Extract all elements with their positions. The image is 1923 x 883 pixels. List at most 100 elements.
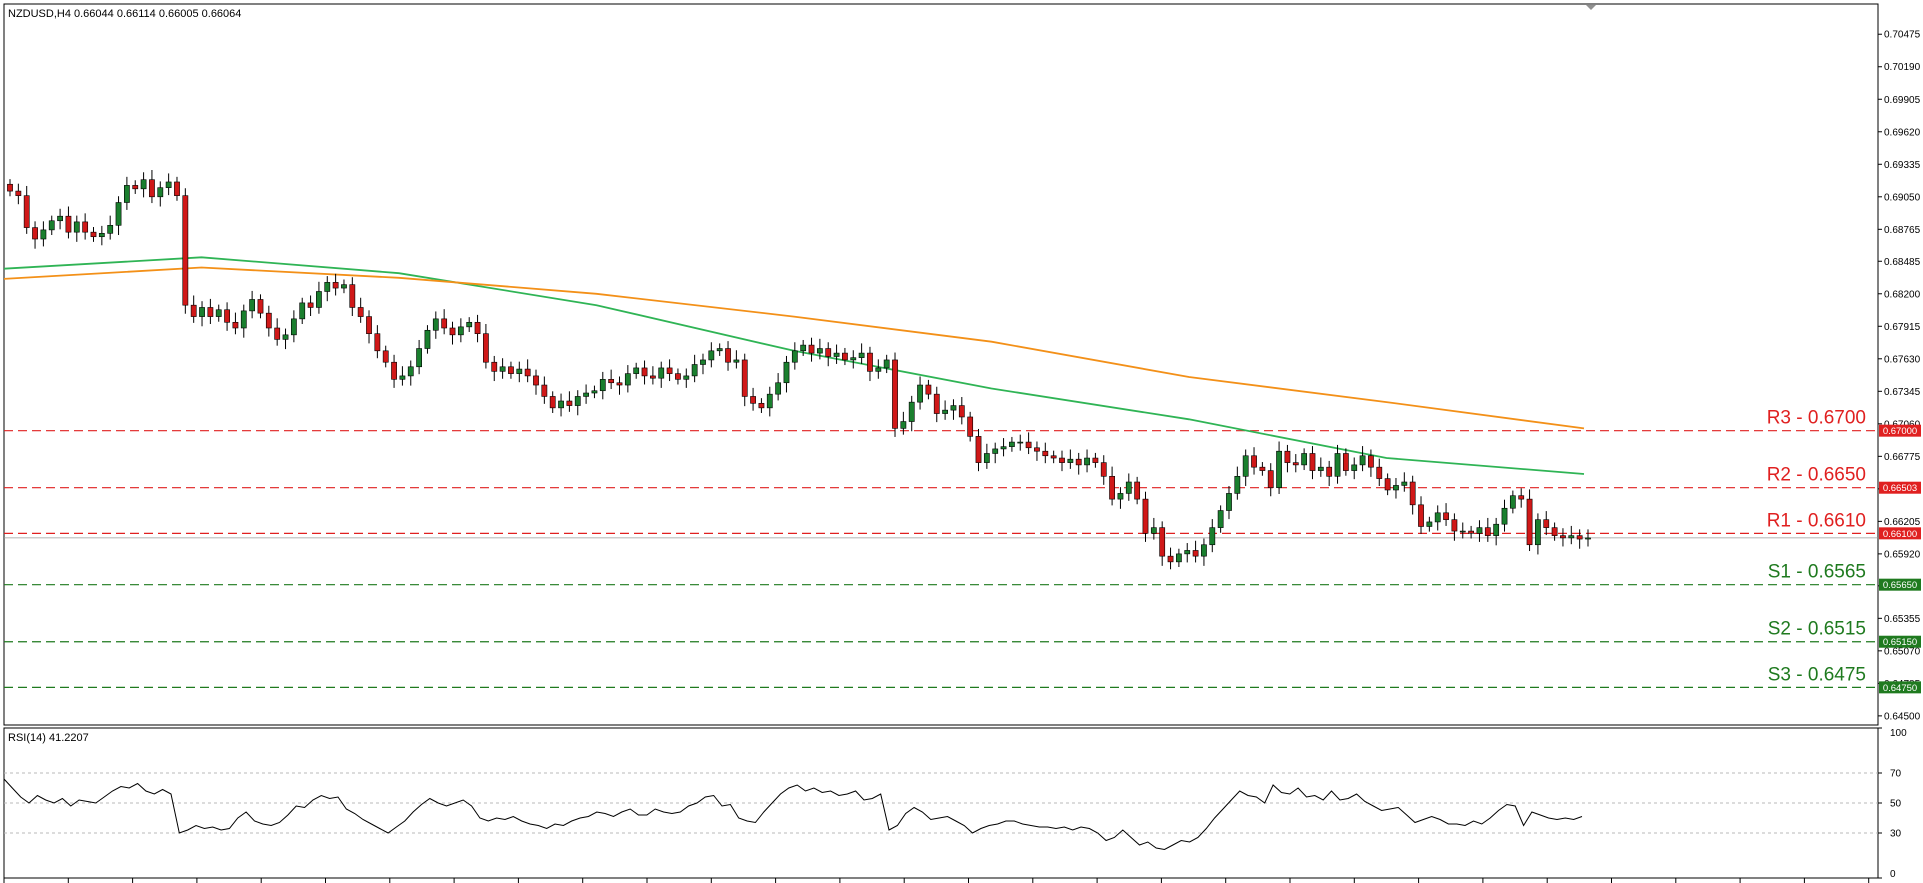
candle-bull	[883, 359, 890, 369]
candle-bear	[1468, 530, 1474, 534]
candle-bull	[992, 448, 999, 454]
candle-bear	[1284, 450, 1291, 463]
price-axis-label: 0.66205	[1884, 517, 1921, 528]
candle-bear	[32, 227, 38, 240]
candle-bull	[290, 318, 297, 336]
candle-bear	[1109, 476, 1115, 500]
resistance-price-tag-text: 0.66100	[1883, 529, 1917, 540]
price-axis-label: 0.65355	[1884, 614, 1921, 625]
resistance-label: R3 - 0.6700	[1767, 408, 1866, 429]
scroll-marker-icon[interactable]	[1586, 5, 1596, 10]
candle-bull	[1201, 544, 1207, 557]
candle-bear	[925, 384, 932, 395]
candle-bull	[900, 421, 907, 429]
resistance-label: R1 - 0.6610	[1767, 510, 1866, 531]
candle-bull	[1535, 519, 1541, 546]
candle-bear	[616, 382, 623, 386]
candle-bull	[917, 384, 923, 403]
candle-bear	[1292, 462, 1299, 466]
resistance-label: R2 - 0.6650	[1767, 465, 1866, 486]
candle-bear	[566, 400, 573, 406]
support-price-tag	[1879, 681, 1921, 694]
support-label: S1 - 0.6565	[1768, 562, 1866, 583]
candle-bear	[449, 327, 456, 336]
candle-bear	[65, 215, 72, 233]
candle-bear	[357, 307, 364, 317]
price-axis-label: 0.69905	[1884, 95, 1921, 106]
candle-bear	[374, 333, 381, 352]
candle-bull	[733, 359, 740, 363]
candle-bull	[1242, 455, 1249, 477]
candle-bear	[842, 352, 848, 361]
candle-bull	[516, 368, 523, 374]
candle-bear	[1134, 481, 1141, 500]
candle-bear	[1443, 512, 1449, 520]
candle-bull	[708, 350, 715, 361]
support-price-tag	[1879, 578, 1921, 591]
candle-bull	[1150, 527, 1157, 534]
candle-bull	[457, 326, 464, 336]
price-axis-label: 0.68200	[1884, 289, 1921, 300]
candle-bear	[1034, 447, 1040, 452]
candle-bull	[558, 400, 564, 409]
candle-bear	[1092, 457, 1099, 463]
price-axis-label: 0.65920	[1884, 549, 1921, 560]
candle-bull	[341, 284, 347, 289]
candle-bull	[583, 392, 589, 397]
candle-bull	[407, 366, 414, 377]
candle-bear	[958, 405, 965, 418]
candle-bear	[1368, 455, 1374, 468]
sr-level-labels: R3 - 0.6700 0.67000 R2 - 0.6650 0.66503 R1 -…	[1767, 408, 1921, 694]
price-axis-label: 0.64500	[1884, 711, 1921, 722]
candle-bear	[182, 195, 189, 306]
candle-bull	[1276, 450, 1282, 489]
candle-bull	[57, 215, 63, 222]
candle-bull	[107, 225, 114, 234]
candle-bull	[73, 221, 80, 233]
rsi-line	[3, 778, 1583, 851]
candle-bull	[950, 405, 957, 411]
candle-bull	[683, 375, 690, 380]
candle-bear	[1543, 519, 1550, 528]
candle-bear	[15, 190, 22, 196]
candle-bull	[983, 453, 990, 463]
candle-bull	[324, 282, 331, 292]
candle-bear	[257, 299, 264, 314]
candle-bull	[399, 375, 406, 380]
candle-bear	[307, 302, 314, 308]
rsi-axis-label: 70	[1890, 769, 1902, 780]
price-axis-label: 0.67630	[1884, 354, 1921, 365]
price-axis-label: 0.69335	[1884, 160, 1921, 171]
candle-bear	[441, 318, 448, 329]
candle-bear	[149, 179, 155, 198]
candle-bear	[1167, 555, 1174, 563]
candle-bear	[90, 231, 97, 238]
candle-bull	[1067, 458, 1074, 463]
candle-bear	[741, 359, 748, 397]
candle-bull	[1125, 481, 1132, 494]
candle-bear	[23, 195, 30, 228]
candle-bull	[165, 181, 172, 188]
candle-bull	[1585, 537, 1591, 540]
candle-bull	[691, 364, 698, 377]
candle-bull	[816, 348, 823, 354]
candle-bull	[1209, 527, 1216, 546]
candle-bull	[499, 366, 506, 372]
candle-bull	[850, 357, 857, 361]
rsi-axis-label: 0	[1890, 869, 1896, 880]
candle-bull	[140, 179, 147, 190]
candle-bear	[608, 379, 615, 384]
candle-bear	[1059, 457, 1065, 463]
candle-bull	[316, 291, 322, 308]
resistance-price-tag	[1879, 481, 1921, 494]
candle-bull	[1426, 521, 1433, 527]
candle-bull	[875, 367, 882, 372]
candle-bull	[299, 302, 306, 320]
candle-bear	[1251, 455, 1257, 468]
candle-bull	[716, 348, 723, 352]
candle-bull	[48, 220, 55, 231]
candle-bear	[332, 282, 339, 289]
candlestick-series	[7, 169, 1591, 570]
candle-bear	[1376, 466, 1383, 479]
